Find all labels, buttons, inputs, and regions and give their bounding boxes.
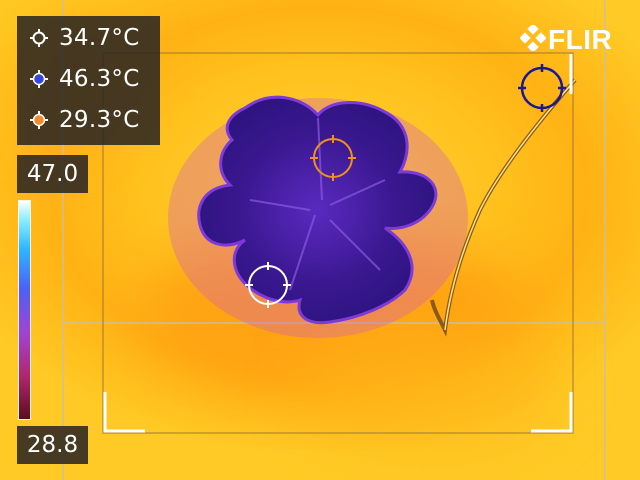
temperature-readouts: 34.7°C 46.3°C 29.3°C: [17, 16, 160, 145]
flir-logo-text: FLIR: [548, 24, 612, 56]
corner-bracket-bottom-left: [105, 392, 145, 431]
corner-bracket-bottom-right: [531, 392, 571, 431]
orange-spot-icon: [25, 111, 53, 129]
color-scale-bar: [18, 200, 31, 420]
readout-value: 34.7°C: [59, 25, 140, 51]
readout-row: 34.7°C: [17, 18, 160, 58]
scale-min: 28.8: [17, 426, 88, 464]
scale-max: 47.0: [17, 155, 88, 193]
readout-value: 46.3°C: [59, 66, 140, 92]
flir-logo-icon: [520, 25, 546, 55]
flir-logo: FLIR: [520, 24, 612, 56]
white-spot-icon: [25, 29, 53, 47]
blue-spot-icon: [25, 70, 53, 88]
spot-crosshair-blue[interactable]: [518, 64, 566, 112]
readout-row: 46.3°C: [17, 59, 160, 99]
readout-row: 29.3°C: [17, 100, 160, 140]
readout-value: 29.3°C: [59, 107, 140, 133]
